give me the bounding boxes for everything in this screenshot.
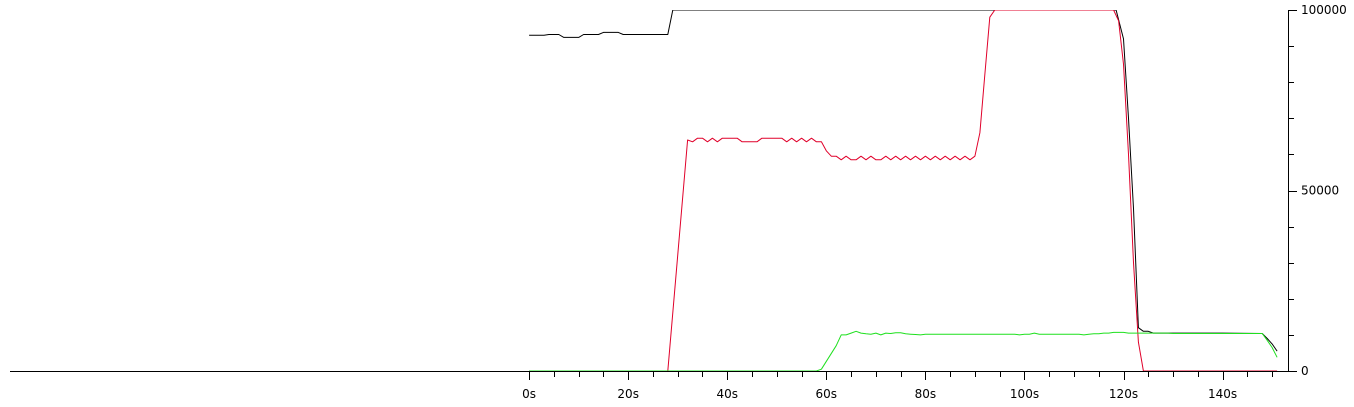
series-layer [529,10,1278,371]
x-tick-label: 20s [617,387,639,401]
x-tick-label: 0s [522,387,536,401]
series-line-2 [529,10,1278,371]
y-tick-label: 50000 [1301,184,1339,198]
x-tick-label: 40s [717,387,739,401]
x-tick-label: 140s [1208,387,1237,401]
series-line-3 [529,330,1278,371]
x-tick-label: 100s [1010,387,1039,401]
x-tick-label: 80s [915,387,937,401]
y-tick-label: 100000 [1301,3,1347,17]
x-tick-label: 60s [816,387,838,401]
axes-layer: 0s 20s 40s 60s 80s 100s 120s 140s 0 50000 100000 [10,3,1347,401]
series-line-1 [529,10,1278,352]
y-tick-label: 0 [1301,364,1309,378]
x-tick-label: 120s [1109,387,1138,401]
